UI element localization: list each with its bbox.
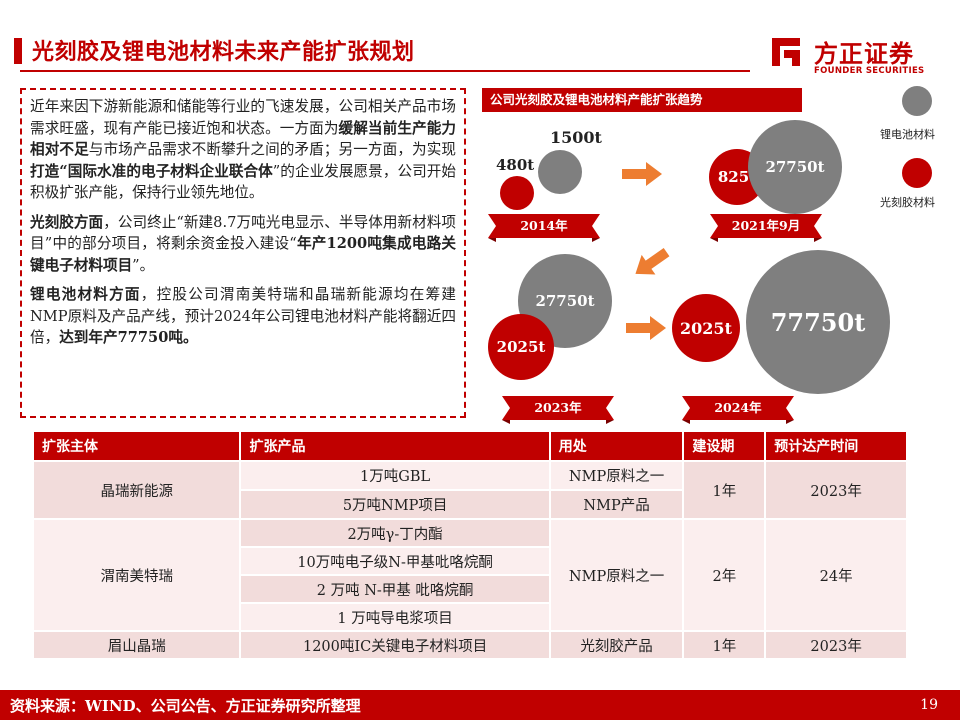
table-header-row: 扩张主体 扩张产品 用处 建设期 预计达产时间 — [31, 430, 908, 462]
use-cell: 光刻胶产品 — [548, 630, 685, 660]
body-text: ，公司终止“新建8.7万吨光电显示、半导体用新材料项目”中的部分项目，将剩余资金… — [30, 213, 456, 253]
legend-lithium-label: 锂电池材料 — [880, 128, 935, 141]
founder-securities-logo: 方正证券 FOUNDER SECURITIES — [768, 28, 948, 80]
chart-title: 公司光刻胶及锂电池材料产能扩张趋势 — [482, 88, 802, 112]
bubble-2014-photoresist-label: 480t — [496, 156, 535, 174]
bubble-2023-photoresist: 2025t — [488, 314, 554, 380]
bubble-2021-photoresist-label: 825t — [717, 168, 757, 186]
product-cell: 1200吨IC关键电子材料项目 — [239, 630, 551, 660]
product-cell: 2 万吨 N-甲基 吡咯烷酮 — [239, 574, 551, 604]
expansion-table: 扩张主体 扩张产品 用处 建设期 预计达产时间 晶瑞新能源 1万吨GBL NMP… — [31, 430, 908, 660]
summary-paragraph-2: 光刻胶方面，公司终止“新建8.7万吨光电显示、半导体用新材料项目”中的部分项目，… — [30, 212, 456, 277]
arrow-right-icon — [622, 162, 662, 186]
body-text: ，控股公司渭南美特瑞和晶瑞新能源均在筹建NMP原料及产品产线，预计2024年公司… — [30, 286, 456, 346]
summary-paragraph-1: 近年来因下游新能源和储能等行业的飞速发展，公司相关产品市场需求旺盛，现有产能已接… — [30, 96, 456, 204]
entity-cell: 眉山晶瑞 — [31, 630, 242, 660]
table-row: 10万吨电子级N-甲基吡咯烷酮 — [33, 546, 907, 576]
bubble-2021-lithium-label: 27750t — [765, 158, 825, 176]
bubble-2023-lithium-label: 27750t — [535, 292, 595, 310]
emphasis-text: 锂电池材料方面 — [30, 286, 141, 303]
target-cell: 2023年 — [764, 630, 908, 660]
summary-text-box: 近年来因下游新能源和储能等行业的飞速发展，公司相关产品市场需求旺盛，现有产能已接… — [20, 88, 466, 418]
entity-cell: 渭南美特瑞 — [31, 518, 242, 632]
title-accent-bar — [14, 38, 22, 64]
founder-logo-icon — [772, 38, 800, 66]
emphasis-text: 达到年产77750吨。 — [59, 329, 198, 346]
legend-photoresist-swatch — [902, 158, 932, 188]
use-cell: NMP产品 — [548, 489, 685, 520]
body-text: ”的企业发展愿景，公司开始积极扩张产能，保持行业领先地位。 — [30, 162, 456, 202]
page-title: 光刻胶及锂电池材料未来产能扩张规划 — [32, 40, 415, 65]
period-label-2023: 2023年 — [534, 400, 582, 415]
arrow-down-left-icon — [635, 248, 670, 275]
period-ribbon-2024: 2024年 — [682, 396, 794, 424]
product-cell: 1 万吨导电浆项目 — [239, 602, 551, 632]
bubble-2014-lithium-label: 1500t — [550, 128, 602, 147]
period-label-2014: 2014年 — [520, 218, 568, 233]
emphasis-text: 缓解当前生产能力相对不足 — [30, 119, 456, 159]
title-divider — [20, 70, 750, 72]
period-ribbon-2014: 2014年 — [488, 214, 600, 242]
product-cell: 5万吨NMP项目 — [239, 489, 551, 520]
logo-english-name: FOUNDER SECURITIES — [814, 66, 925, 76]
use-cell: NMP原料之一 — [548, 518, 685, 632]
emphasis-text: 光刻胶方面 — [30, 213, 104, 231]
bubble-2024-lithium: 77750t — [746, 250, 890, 394]
summary-paragraph-3: 锂电池材料方面，控股公司渭南美特瑞和晶瑞新能源均在筹建NMP原料及产品产线，预计… — [30, 284, 456, 349]
target-cell: 24年 — [764, 518, 908, 632]
product-cell: 1万吨GBL — [239, 460, 551, 491]
table-row: 眉山晶瑞 1200吨IC关键电子材料项目 光刻胶产品 1年 2023年 — [31, 630, 908, 660]
bubble-2014-photoresist — [500, 176, 534, 210]
product-cell: 10万吨电子级N-甲基吡咯烷酮 — [239, 546, 551, 576]
col-header-use: 用处 — [548, 430, 685, 462]
source-note: 资料来源：WIND、公司公告、方正证券研究所整理 — [10, 697, 361, 715]
emphasis-text: 打造“国际水准的电子材料企业联合体 — [30, 162, 273, 180]
period-cell: 1年 — [682, 460, 767, 520]
table-row: 1 万吨导电浆项目 — [33, 602, 907, 632]
table-row: 5万吨NMP项目 NMP产品 — [33, 489, 907, 520]
body-text: 近年来因下游新能源和储能等行业的飞速发展，公司相关产品市场需求旺盛，现有产能已接… — [30, 98, 456, 137]
table-row: 渭南美特瑞 2万吨γ-丁内酯 NMP原料之一 2年 24年 — [31, 518, 908, 632]
period-cell: 2年 — [682, 518, 767, 632]
entity-cell: 晶瑞新能源 — [31, 460, 242, 520]
use-cell: NMP原料之一 — [548, 460, 685, 491]
bubble-2024-photoresist-label: 2025t — [680, 318, 732, 338]
col-header-period: 建设期 — [682, 430, 767, 462]
bubble-2023-photoresist-label: 2025t — [496, 338, 546, 356]
period-ribbon-2023: 2023年 — [502, 396, 614, 424]
legend-lithium-swatch — [902, 86, 932, 116]
bubble-2021-lithium: 27750t — [748, 120, 842, 214]
period-label-2021: 2021年9月 — [731, 218, 801, 233]
bubble-2014-lithium — [538, 150, 582, 194]
bubble-2024-photoresist: 2025t — [672, 294, 740, 362]
col-header-product: 扩张产品 — [239, 430, 551, 462]
body-text: ”。 — [132, 256, 155, 274]
page-number: 19 — [920, 697, 938, 713]
period-ribbon-2021: 2021年9月 — [710, 214, 822, 242]
period-label-2024: 2024年 — [714, 400, 762, 415]
body-text: 与市场产品需求不断攀升之间的矛盾；另一方面，为实现 — [88, 141, 456, 158]
col-header-entity: 扩张主体 — [31, 430, 242, 462]
col-header-target: 预计达产时间 — [764, 430, 908, 462]
emphasis-text: 年产1200吨集成电路关键电子材料项目 — [30, 235, 456, 274]
arrow-right-icon — [626, 316, 666, 340]
table-row: 2 万吨 N-甲基 吡咯烷酮 — [33, 574, 907, 604]
bubble-2024-lithium-label: 77750t — [770, 307, 866, 337]
period-cell: 1年 — [682, 630, 767, 660]
logo-chinese-name: 方正证券 — [814, 40, 914, 68]
legend-photoresist-label: 光刻胶材料 — [880, 196, 935, 209]
target-cell: 2023年 — [764, 460, 908, 520]
product-cell: 2万吨γ-丁内酯 — [239, 518, 551, 548]
footer-bar: 资料来源：WIND、公司公告、方正证券研究所整理 19 — [0, 690, 960, 720]
table-row: 晶瑞新能源 1万吨GBL NMP原料之一 1年 2023年 — [31, 460, 908, 520]
